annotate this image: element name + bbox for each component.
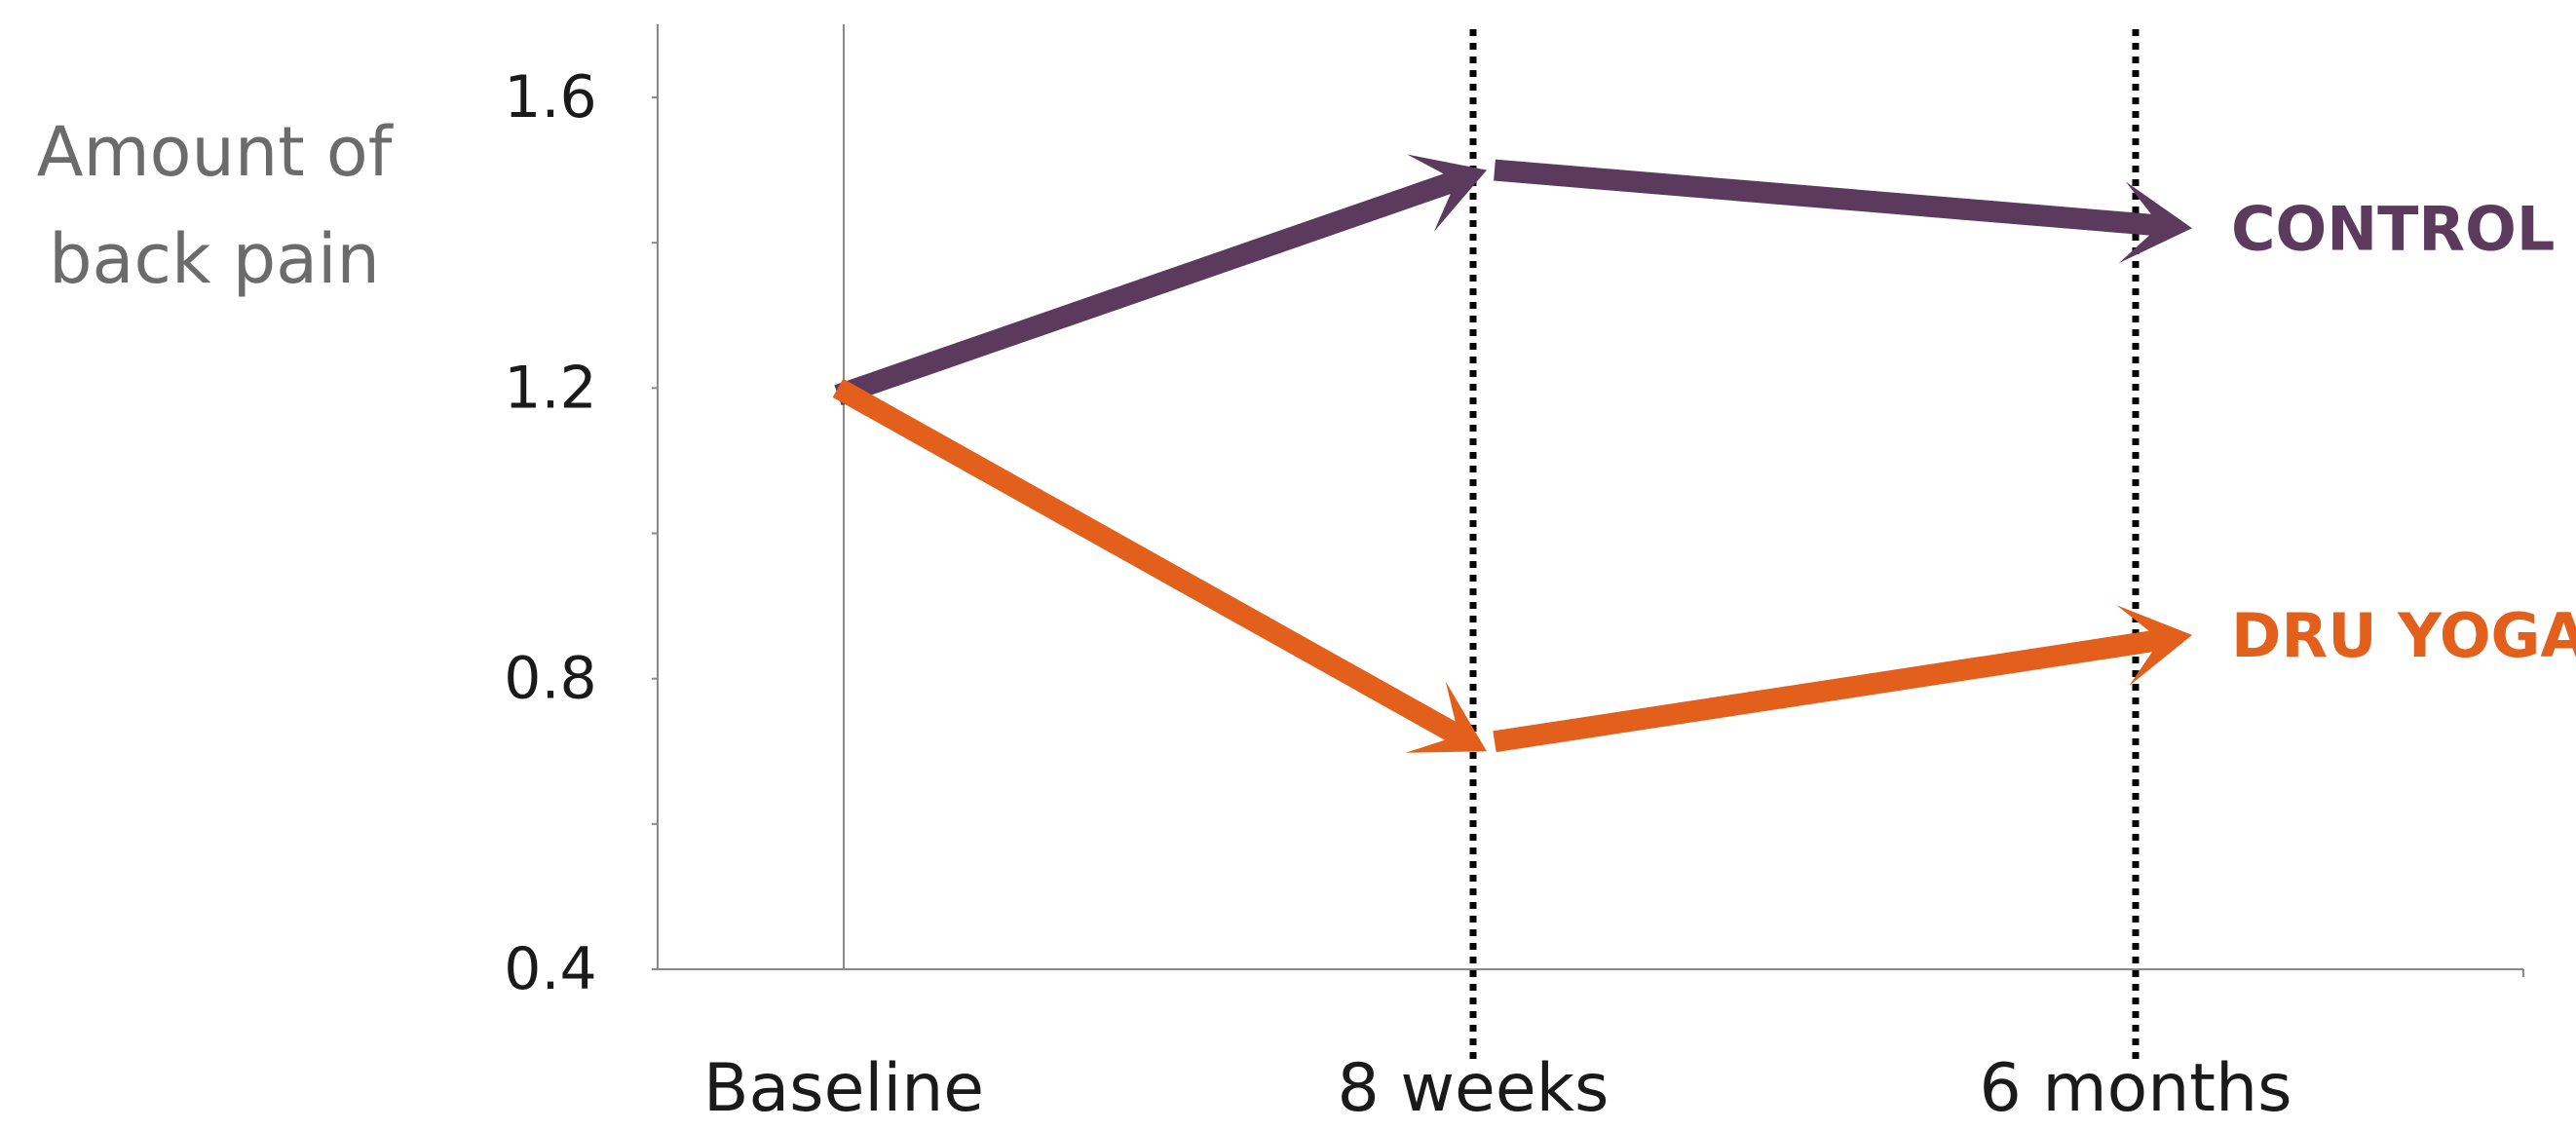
y-axis-label: back pain (49, 219, 380, 299)
arrow-shape (832, 378, 1487, 753)
x-category-label: 8 weeks (1338, 1050, 1610, 1127)
arrow-shape (1493, 605, 2192, 753)
x-category-label: Baseline (703, 1050, 984, 1127)
axes (652, 24, 2524, 977)
y-tick-label: 0.8 (504, 645, 596, 713)
series-dru-yoga (832, 378, 2192, 753)
arrow-shape (1494, 159, 2192, 264)
series-arrow-8-weeks-to-6-months (1493, 605, 2192, 753)
series-arrow-baseline-to-8-weeks (832, 378, 1487, 753)
y-tick-label: 0.4 (504, 935, 596, 1003)
y-tick-label: 1.2 (504, 354, 596, 422)
series-label: DRU YOGA (2231, 600, 2576, 671)
series-group (832, 154, 2192, 753)
labels: 0.4 0.8 1.2 1.6 Baseline 8 weeks 6 months Amoun… (37, 63, 2576, 1127)
reference-lines (843, 24, 2140, 1062)
series-arrow-baseline-to-8-weeks (834, 154, 1487, 406)
y-axis-label: Amount of (37, 112, 394, 192)
series-label: CONTROL (2231, 193, 2555, 264)
arrow-shape (834, 154, 1487, 406)
x-category-label: 6 months (1979, 1050, 2292, 1127)
series-control (834, 154, 2192, 406)
series-arrow-8-weeks-to-6-months (1494, 159, 2192, 264)
y-tick-label: 1.6 (504, 63, 596, 132)
